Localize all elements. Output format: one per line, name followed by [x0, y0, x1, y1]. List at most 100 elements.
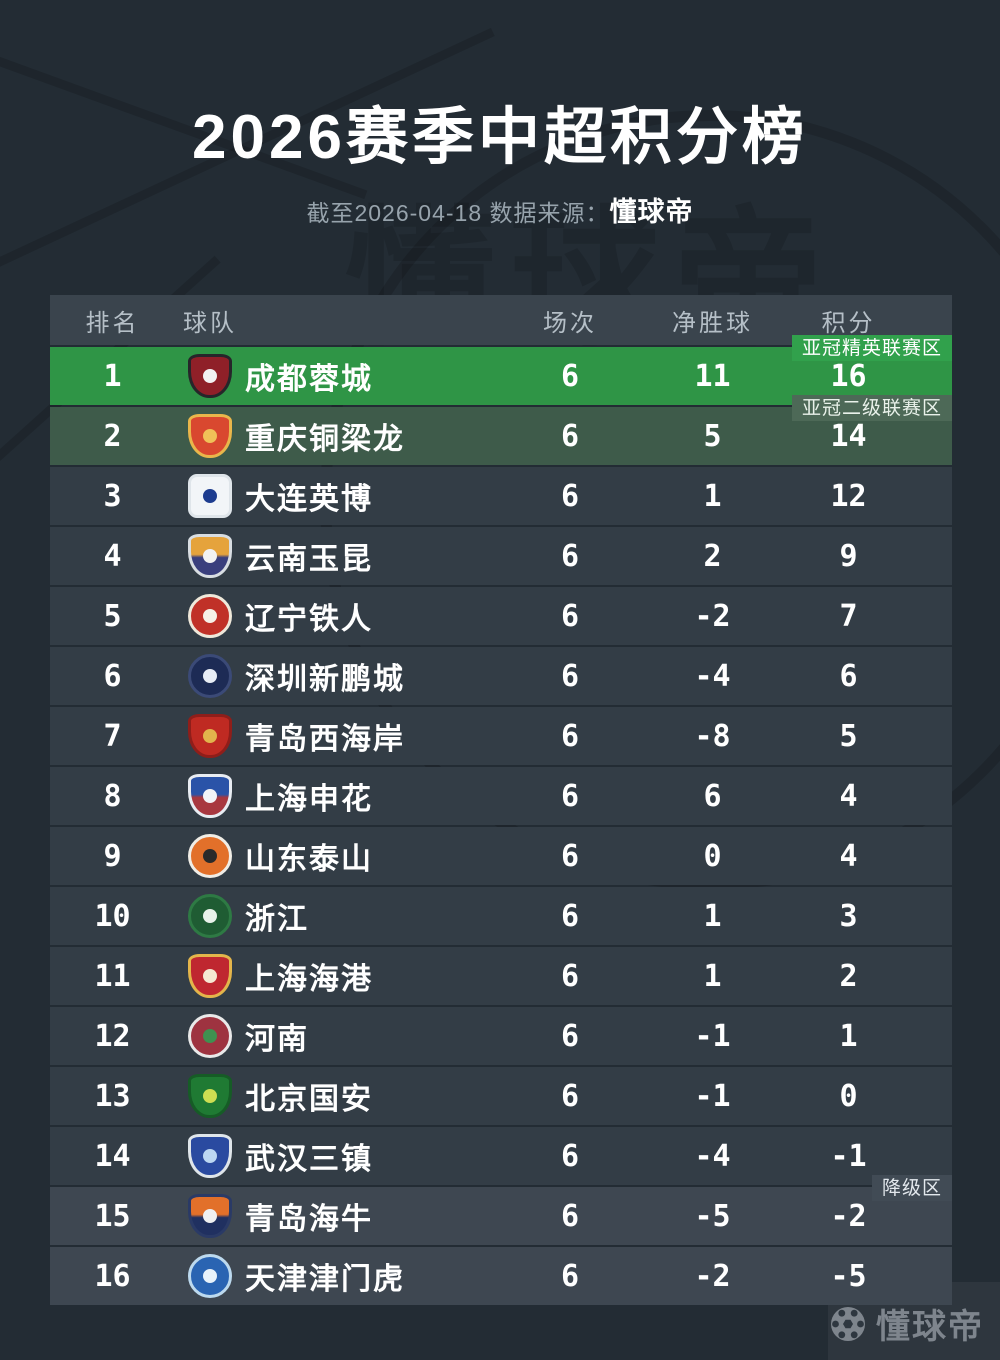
goal-diff-cell: -4: [694, 1138, 731, 1174]
team-name: 青岛西海岸: [245, 723, 405, 756]
rank-cell: 6: [103, 658, 122, 694]
team-crest-cell: [175, 1254, 245, 1298]
team-name: 天津津门虎: [245, 1263, 405, 1296]
points-cell: 1: [839, 1018, 858, 1054]
team-crest-cell: [175, 474, 245, 518]
played-cell: 6: [560, 778, 580, 814]
points-cell: 0: [839, 1078, 858, 1114]
points-cell: 12: [830, 478, 867, 514]
team-crest-cell: [175, 414, 245, 458]
rank-cell: 4: [103, 538, 122, 574]
footer-brand: 懂球帝: [830, 1299, 984, 1348]
zone-tag: 亚冠二级联赛区: [791, 395, 952, 421]
played-cell: 6: [560, 418, 580, 454]
team-name: 深圳新鹏城: [245, 663, 405, 696]
zone-tag: 亚冠精英联赛区: [791, 335, 952, 361]
rank-cell: 7: [103, 718, 122, 754]
poster-header: 2026赛季中超积分榜 截至2026-04-18 数据来源：懂球帝: [0, 98, 1000, 229]
points-cell: 2: [839, 958, 858, 994]
col-header-goal-diff: 净胜球: [672, 309, 753, 337]
played-cell: 6: [560, 1018, 580, 1054]
table-row: 7 青岛西海岸 6 -8 5: [50, 707, 952, 765]
goal-diff-cell: 2: [703, 538, 722, 574]
points-cell: 7: [839, 598, 858, 634]
table-row: 15 青岛海牛 6 -5 -2 降级区: [50, 1175, 952, 1245]
played-cell: 6: [560, 598, 580, 634]
col-header-points: 积分: [821, 309, 876, 337]
team-name: 浙江: [245, 903, 309, 936]
rank-cell: 14: [94, 1138, 131, 1174]
team-name: 武汉三镇: [245, 1143, 373, 1176]
rank-cell: 12: [94, 1018, 131, 1054]
team-crest: [188, 654, 232, 698]
rank-cell: 13: [94, 1078, 131, 1114]
goal-diff-cell: 11: [694, 358, 731, 394]
team-crest: [188, 1194, 232, 1238]
team-crest: [188, 1134, 232, 1178]
goal-diff-cell: -1: [694, 1078, 731, 1114]
points-cell: 5: [839, 718, 858, 754]
team-crest: [188, 774, 232, 818]
team-crest: [188, 834, 232, 878]
standings-rows: 1 成都蓉城 6 11 16 亚冠精英联赛区 2 重庆铜梁龙 6 5 14 亚冠…: [50, 335, 952, 1305]
team-crest: [188, 414, 232, 458]
played-cell: 6: [560, 1138, 580, 1174]
team-crest: [188, 594, 232, 638]
rank-cell: 15: [94, 1198, 131, 1234]
points-cell: -1: [830, 1138, 867, 1174]
rank-cell: 5: [103, 598, 122, 634]
team-name: 上海海港: [245, 963, 373, 996]
goal-diff-cell: 5: [703, 418, 722, 454]
subtitle-date-source: 截至2026-04-18 数据来源：: [306, 200, 610, 226]
page-title: 2026赛季中超积分榜: [192, 103, 808, 172]
team-crest: [188, 354, 232, 398]
goal-diff-cell: 1: [703, 898, 722, 934]
played-cell: 6: [560, 718, 580, 754]
goal-diff-cell: -4: [694, 658, 731, 694]
team-name: 大连英博: [245, 483, 373, 516]
goal-diff-cell: -2: [694, 1258, 731, 1294]
team-crest: [188, 534, 232, 578]
team-crest-cell: [175, 1194, 245, 1238]
points-cell: 9: [839, 538, 858, 574]
points-cell: 4: [839, 778, 858, 814]
col-header-played: 场次: [543, 309, 597, 337]
team-crest: [188, 1074, 232, 1118]
team-crest-cell: [175, 354, 245, 398]
table-row: 6 深圳新鹏城 6 -4 6: [50, 647, 952, 705]
table-row: 5 辽宁铁人 6 -2 7: [50, 587, 952, 645]
subtitle-brand: 懂球帝: [609, 197, 694, 227]
footer-brand-text: 懂球帝: [876, 1308, 984, 1346]
goal-diff-cell: 0: [703, 838, 722, 874]
rank-cell: 10: [94, 898, 131, 934]
team-name: 山东泰山: [245, 843, 373, 876]
goal-diff-cell: 1: [703, 478, 722, 514]
points-cell: 16: [830, 358, 867, 394]
table-row: 16 天津津门虎 6 -2 -5: [50, 1247, 952, 1305]
subtitle: 截至2026-04-18 数据来源：懂球帝: [0, 190, 1000, 229]
table-row: 9 山东泰山 6 0 4: [50, 827, 952, 885]
team-name: 成都蓉城: [245, 363, 373, 396]
played-cell: 6: [560, 538, 580, 574]
table-row: 1 成都蓉城 6 11 16 亚冠精英联赛区: [50, 335, 952, 405]
points-cell: 3: [839, 898, 858, 934]
col-header-team: 球队: [183, 309, 237, 337]
team-crest-cell: [175, 894, 245, 938]
team-name: 青岛海牛: [245, 1203, 373, 1236]
rank-cell: 16: [94, 1258, 131, 1294]
rank-cell: 2: [103, 418, 122, 454]
team-crest-cell: [175, 654, 245, 698]
points-cell: 6: [839, 658, 858, 694]
rank-cell: 11: [94, 958, 131, 994]
table-row: 10 浙江 6 1 3: [50, 887, 952, 945]
team-crest-cell: [175, 594, 245, 638]
team-crest: [188, 954, 232, 998]
col-header-rank: 排名: [85, 309, 140, 337]
team-name: 上海申花: [245, 783, 373, 816]
standings-table: 排名 球队 场次 净胜球 积分 1 成都蓉城 6 11 16 亚冠精英联赛区 2…: [50, 295, 952, 1307]
team-crest-cell: [175, 774, 245, 818]
played-cell: 6: [560, 958, 580, 994]
goal-diff-cell: -5: [694, 1198, 731, 1234]
team-name: 河南: [245, 1023, 309, 1056]
